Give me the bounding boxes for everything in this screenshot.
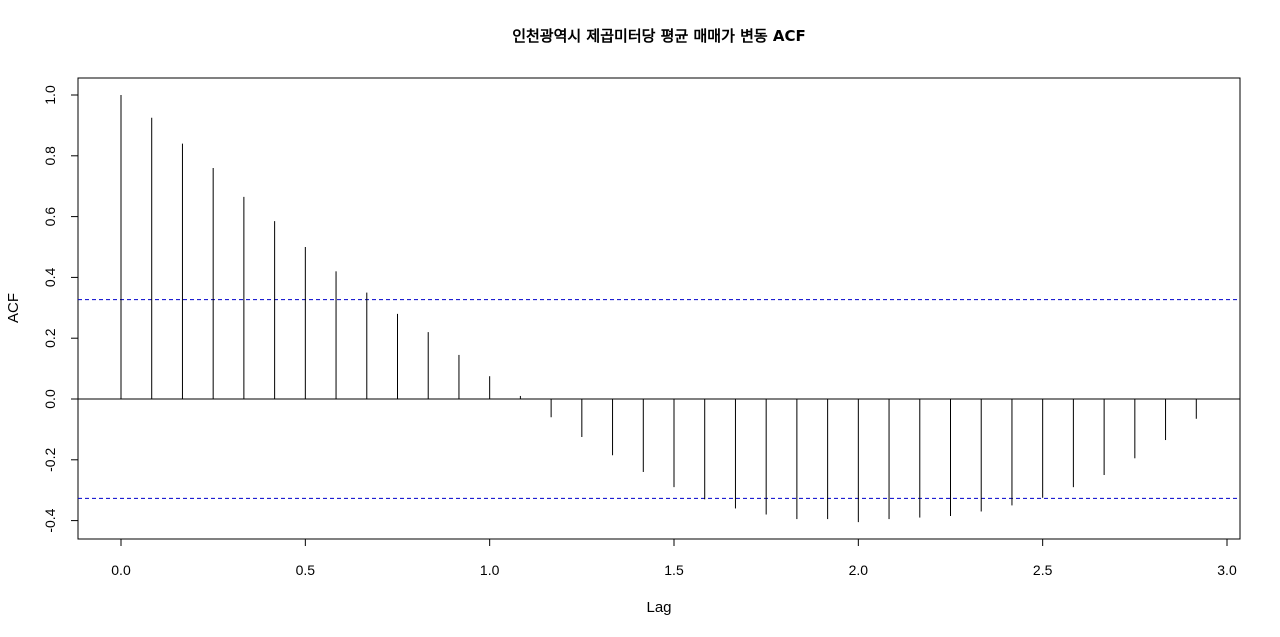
y-axis-label: ACF	[5, 293, 22, 323]
y-tick-label: -0.2	[42, 448, 58, 472]
y-axis: -0.4 -0.2 0.0 0.2 0.4 0.6 0.8 1.0	[42, 85, 79, 533]
acf-bars	[120, 95, 1197, 523]
x-tick-label: 2.0	[849, 562, 869, 578]
confidence-bounds	[78, 299, 1240, 499]
x-tick-label: 0.5	[296, 562, 316, 578]
y-tick-label: 0.8	[42, 146, 58, 166]
plot-area	[77, 77, 1241, 540]
y-tick-label: -0.4	[42, 508, 58, 532]
x-tick-label: 2.5	[1033, 562, 1053, 578]
y-tick-label: 0.6	[42, 207, 58, 227]
y-tick-label: 1.0	[42, 85, 58, 105]
x-tick-label: 3.0	[1217, 562, 1237, 578]
x-axis: 0.0 0.5 1.0 1.5 2.0 2.5 3.0	[111, 538, 1237, 578]
x-tick-label: 1.5	[664, 562, 684, 578]
x-tick-label: 1.0	[480, 562, 500, 578]
y-tick-label: 0.0	[42, 389, 58, 409]
y-tick-label: 0.2	[42, 328, 58, 348]
y-tick-label: 0.4	[42, 267, 58, 287]
x-tick-label: 0.0	[111, 562, 131, 578]
chart-title: 인천광역시 제곱미터당 평균 매매가 변동 ACF	[512, 27, 806, 45]
x-axis-label: Lag	[646, 599, 671, 616]
